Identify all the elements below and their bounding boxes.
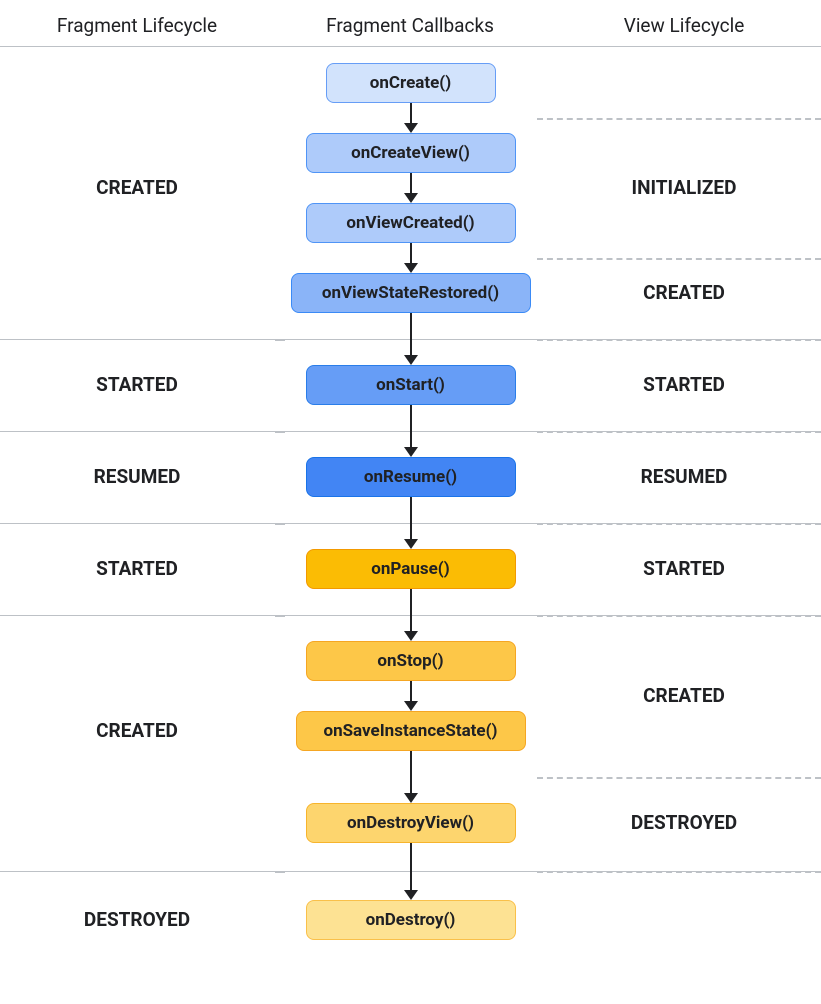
flow-arrow <box>410 751 412 793</box>
dashed-boundary <box>275 523 285 525</box>
dashed-boundary <box>275 339 285 341</box>
fragment-state-label: STARTED <box>27 557 247 580</box>
view-state-label: CREATED <box>574 281 794 304</box>
fragment-state-label: DESTROYED <box>27 908 247 931</box>
fragment-lifecycle-header: Fragment Lifecycle <box>7 14 267 37</box>
arrow-head-icon <box>404 701 418 711</box>
flow-arrow <box>410 497 412 539</box>
callback-onViewStateRestored: onViewStateRestored() <box>291 273 531 313</box>
callback-onDestroyView: onDestroyView() <box>306 803 516 843</box>
flow-arrow <box>410 589 412 631</box>
callback-onResume: onResume() <box>306 457 516 497</box>
flow-arrow <box>410 103 412 123</box>
arrow-head-icon <box>404 539 418 549</box>
fragment-state-label: CREATED <box>27 719 247 742</box>
flow-arrow <box>410 173 412 193</box>
callback-onCreateView: onCreateView() <box>306 133 516 173</box>
view-lifecycle-header: View Lifecycle <box>554 14 814 37</box>
arrow-head-icon <box>404 793 418 803</box>
lifecycle-diagram: Fragment Lifecycle Fragment Callbacks View… <box>0 0 821 1004</box>
callback-onViewCreated: onViewCreated() <box>306 203 516 243</box>
dashed-boundary <box>275 615 285 617</box>
fragment-callbacks-header: Fragment Callbacks <box>280 14 540 37</box>
section-divider <box>0 46 821 47</box>
view-state-label: CREATED <box>574 684 794 707</box>
dashed-boundary <box>537 777 821 779</box>
dashed-boundary <box>537 431 821 433</box>
callback-onDestroy: onDestroy() <box>306 900 516 940</box>
callback-onCreate: onCreate() <box>326 63 496 103</box>
dashed-boundary <box>537 118 821 120</box>
dashed-boundary <box>275 431 285 433</box>
callback-onStart: onStart() <box>306 365 516 405</box>
arrow-head-icon <box>404 447 418 457</box>
callback-onStop: onStop() <box>306 641 516 681</box>
view-state-label: RESUMED <box>574 465 794 488</box>
arrow-head-icon <box>404 193 418 203</box>
arrow-head-icon <box>404 890 418 900</box>
arrow-head-icon <box>404 631 418 641</box>
callback-onPause: onPause() <box>306 549 516 589</box>
flow-arrow <box>410 243 412 263</box>
dashed-boundary <box>537 258 821 260</box>
view-state-label: STARTED <box>574 373 794 396</box>
view-state-label: DESTROYED <box>574 811 794 834</box>
view-state-label: STARTED <box>574 557 794 580</box>
dashed-boundary <box>537 523 821 525</box>
dashed-boundary <box>537 615 821 617</box>
callback-onSaveInstanceState: onSaveInstanceState() <box>296 711 526 751</box>
fragment-state-label: RESUMED <box>27 465 247 488</box>
flow-arrow <box>410 843 412 890</box>
dashed-boundary <box>275 871 285 873</box>
arrow-head-icon <box>404 355 418 365</box>
arrow-head-icon <box>404 263 418 273</box>
dashed-boundary <box>537 339 821 341</box>
flow-arrow <box>410 405 412 447</box>
view-state-label: INITIALIZED <box>574 176 794 199</box>
arrow-head-icon <box>404 123 418 133</box>
flow-arrow <box>410 313 412 355</box>
dashed-boundary <box>537 871 821 873</box>
fragment-state-label: CREATED <box>27 176 247 199</box>
fragment-state-label: STARTED <box>27 373 247 396</box>
flow-arrow <box>410 681 412 701</box>
